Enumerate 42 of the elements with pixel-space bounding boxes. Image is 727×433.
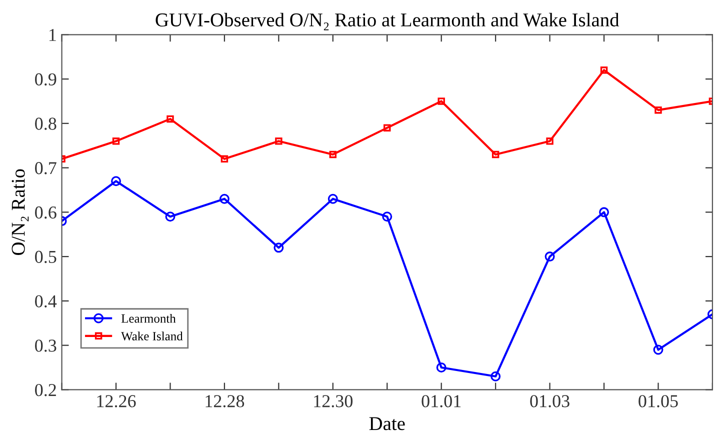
point [436, 362, 446, 373]
x-tick-label: 12.28 [206, 395, 244, 408]
point [490, 371, 501, 382]
point [275, 138, 282, 145]
y-tick-label: 0.3 [35, 340, 56, 352]
point [112, 138, 120, 145]
point [438, 98, 445, 105]
legend-label: Wake Island [121, 332, 183, 340]
point [328, 194, 338, 204]
point [546, 138, 554, 145]
point [654, 106, 662, 114]
point [599, 207, 610, 218]
point [329, 150, 337, 158]
y-tick-label: 0.9 [35, 73, 56, 86]
point [220, 155, 228, 163]
y-tick-label: 0.7 [35, 162, 56, 174]
point [544, 252, 555, 262]
y-tick-label: 0.5 [35, 250, 56, 264]
y-tick-label: 0.8 [35, 118, 56, 130]
x-tick-label: 01.05 [638, 395, 678, 408]
y-axis-title: O/N₂ Ratio [12, 169, 29, 255]
chart-title: GUVI-Observed O/N₂ Ratio at Learmonth and Wake Island [156, 12, 620, 30]
point [165, 212, 176, 222]
point [384, 124, 391, 132]
point [166, 115, 174, 123]
y-tick-label: 1 [49, 28, 56, 41]
point [111, 176, 122, 186]
point [600, 66, 608, 74]
point [492, 150, 500, 158]
point [219, 194, 230, 204]
x-axis-title: Date [369, 417, 405, 430]
x-tick-label: 12.26 [97, 395, 136, 408]
point [653, 344, 664, 355]
y-tick-label: 0.2 [35, 384, 56, 396]
x-tick-label: 01.01 [422, 395, 461, 408]
y-tick-label: 0.4 [35, 295, 57, 308]
legend-label: Learmonth [121, 314, 176, 323]
x-tick-label: 01.03 [530, 395, 570, 408]
x-tick-label: 12.30 [314, 395, 353, 408]
point [274, 242, 284, 253]
y-tick-label: 0.6 [35, 206, 56, 219]
point [382, 212, 392, 222]
